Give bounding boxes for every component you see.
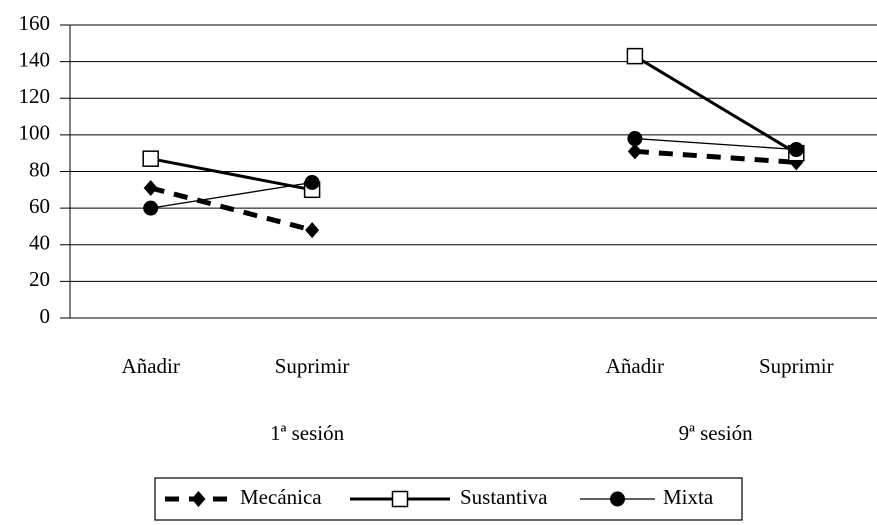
y-tick-label: 20 — [29, 267, 50, 291]
series-line — [150, 185, 313, 233]
marker — [143, 200, 159, 216]
y-tick-label: 60 — [29, 194, 50, 218]
marker — [143, 179, 158, 196]
legend-label: Mecánica — [240, 485, 322, 509]
x-tick-label: Suprimir — [759, 354, 834, 378]
y-tick-label: 0 — [40, 304, 51, 328]
group-label: 9ª sesión — [679, 421, 754, 445]
y-tick-label: 40 — [29, 231, 50, 255]
series-line — [634, 54, 798, 155]
y-tick-label: 120 — [19, 84, 51, 108]
x-tick-label: Suprimir — [275, 354, 350, 378]
y-tick-label: 80 — [29, 157, 50, 181]
legend-label: Sustantiva — [460, 485, 548, 509]
legend-box — [154, 477, 743, 521]
x-tick-label: Añadir — [122, 354, 180, 378]
y-tick-label: 160 — [19, 11, 51, 35]
x-tick-label: Añadir — [606, 354, 664, 378]
marker — [610, 491, 625, 507]
marker — [627, 131, 643, 147]
legend-label: Mixta — [663, 485, 714, 509]
y-tick-label: 100 — [19, 121, 51, 145]
group-label: 1ª sesión — [270, 421, 345, 445]
y-tick-label: 140 — [19, 47, 51, 71]
marker — [391, 490, 409, 508]
marker — [142, 150, 159, 167]
series-line — [634, 148, 797, 165]
marker — [304, 174, 320, 190]
series-line — [634, 137, 797, 151]
marker — [626, 47, 644, 65]
marker — [788, 142, 804, 158]
marker — [191, 491, 206, 507]
marker — [627, 143, 642, 160]
series-line — [150, 157, 313, 192]
series-line — [150, 181, 313, 209]
marker — [305, 222, 320, 239]
